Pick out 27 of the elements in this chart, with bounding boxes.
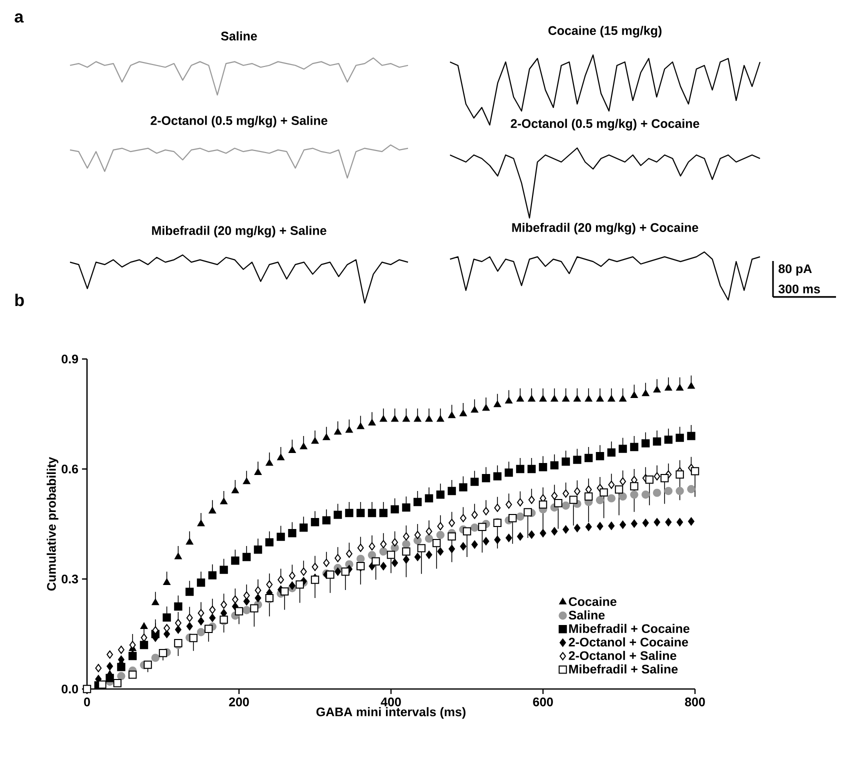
text: a (14, 13, 24, 23)
text: 80 pA (778, 264, 812, 276)
legend-label: 2-Octanol + Cocaine (568, 637, 688, 647)
y-tick-label: 0.0 (62, 684, 78, 694)
legend-label: Mibefradil + Cocaine (569, 624, 690, 634)
text: 300 ms (778, 284, 820, 294)
chart-title: Cocaine (15 mg/kg) (548, 26, 662, 38)
chart-title: 2-Octanol (0.5 mg/kg) + Cocaine (510, 118, 700, 130)
legend-label: 2-Octanol + Saline (568, 650, 676, 660)
chart-title: 2-Octanol (0.5 mg/kg) + Saline (150, 116, 328, 128)
y-axis-title: Cumulative probability (46, 456, 58, 591)
text: b (15, 294, 24, 306)
x-tick-label: 800 (685, 698, 705, 706)
y-tick-label: 0.3 (62, 574, 78, 584)
x-tick-label: 200 (229, 698, 249, 706)
chart-title: Mibefradil (20 mg/kg) + Cocaine (512, 222, 698, 234)
legend-label: Saline (568, 610, 605, 620)
x-axis-title: GABA mini intervals (ms) (316, 707, 466, 719)
x-tick-label: 400 (380, 698, 401, 706)
y-tick-label: 0.9 (62, 354, 78, 364)
legend-label: Cocaine (568, 596, 616, 606)
chart-title: Saline (221, 31, 257, 40)
legend-label: Mibefradil + Saline (569, 664, 678, 674)
x-tick-label: 600 (533, 698, 553, 706)
y-tick-label: 0.6 (62, 464, 78, 474)
x-tick-label: 0 (84, 698, 90, 706)
chart-title: Mibefradil (20 mg/kg) + Saline (152, 226, 326, 238)
